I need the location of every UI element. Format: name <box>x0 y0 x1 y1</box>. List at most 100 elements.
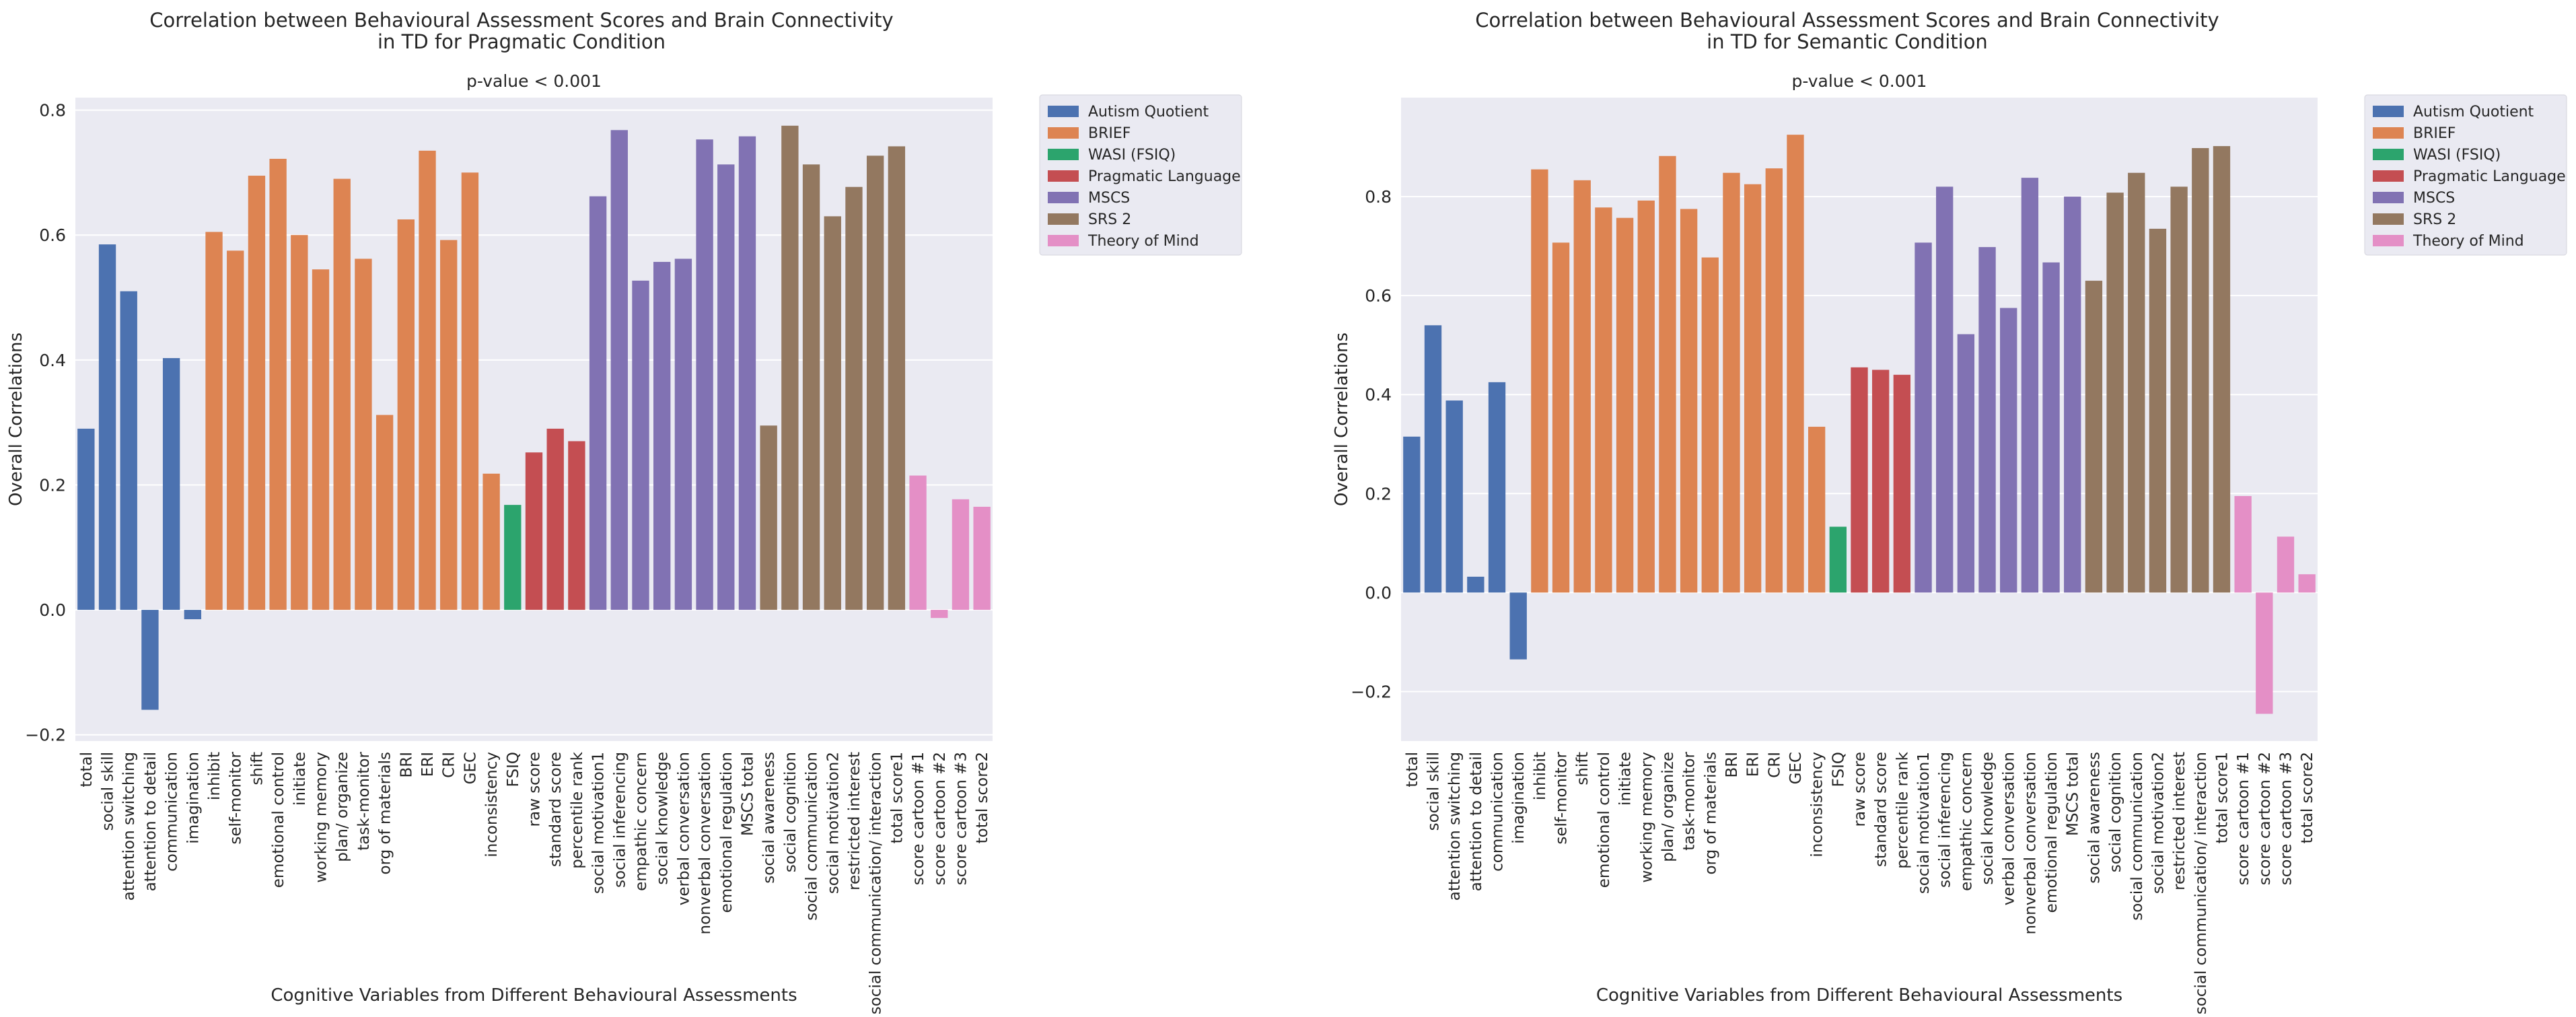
bar-1-22 <box>525 452 543 610</box>
y-tick-label: 0.4 <box>1365 385 1392 405</box>
x-tick-label: score cartoon #2 <box>931 752 949 885</box>
bar-2-38 <box>2192 148 2209 593</box>
bar-1-37 <box>845 186 863 610</box>
x-tick-label: org of materials <box>1702 752 1719 875</box>
x-tick-label: nonverbal conversation <box>696 752 714 935</box>
bar-1-38 <box>866 155 884 610</box>
x-tick-label: emotional regulation <box>2043 752 2061 913</box>
legend-swatch <box>2373 192 2404 203</box>
x-tick-label: social awareness <box>2085 752 2103 884</box>
x-tick-label: social communication <box>2128 752 2146 921</box>
bar-1-6 <box>184 610 202 620</box>
x-tick-label: working memory <box>313 752 330 883</box>
legend-swatch <box>1048 106 1079 117</box>
bar-2-27 <box>1957 334 1975 593</box>
bar-1-5 <box>162 358 180 610</box>
legend-swatch <box>2373 149 2404 160</box>
bar-1-28 <box>653 262 671 610</box>
bar-2-21 <box>1829 526 1847 593</box>
legend-label: MSCS <box>2413 190 2455 207</box>
bar-2-30 <box>2021 178 2039 593</box>
y-tick-label: −0.2 <box>25 726 66 745</box>
bar-2-26 <box>1936 186 1954 593</box>
x-tick-label: attention switching <box>120 752 138 901</box>
legend-label: BRIEF <box>1088 125 1131 142</box>
x-tick-label: social skill <box>1425 752 1443 831</box>
bar-1-18 <box>440 240 458 610</box>
x-tick-label: BRI <box>398 752 415 778</box>
bar-1-10 <box>269 158 287 610</box>
bar-1-32 <box>738 136 756 610</box>
y-axis-label: Overall Correlations <box>6 332 26 506</box>
legend-label: Theory of Mind <box>2412 233 2524 250</box>
bar-1-11 <box>291 235 308 610</box>
x-tick-label: social cognition <box>782 752 799 872</box>
x-tick-label: nonverbal conversation <box>2022 752 2039 935</box>
legend-swatch <box>2373 213 2404 225</box>
bar-2-41 <box>2256 592 2273 714</box>
bar-1-34 <box>781 125 799 610</box>
bar-2-33 <box>2085 281 2103 593</box>
bar-1-33 <box>760 425 777 610</box>
x-tick-label: social knowledge <box>1979 752 1997 885</box>
bar-1-40 <box>909 475 927 610</box>
x-tick-label: BRI <box>1723 752 1741 778</box>
x-tick-label: MSCS total <box>2065 752 2082 836</box>
bar-2-17 <box>1744 184 1762 593</box>
y-tick-label: 0.8 <box>1365 187 1392 207</box>
x-tick-label: score cartoon #2 <box>2256 752 2274 885</box>
bar-2-42 <box>2277 536 2295 593</box>
x-tick-label: empathic concern <box>633 752 650 891</box>
x-tick-label: raw score <box>1851 752 1869 827</box>
bar-2-20 <box>1808 427 1826 593</box>
bar-2-9 <box>1573 180 1591 593</box>
x-tick-label: emotional control <box>270 752 287 888</box>
bar-2-5 <box>1488 382 1506 593</box>
y-tick-label: 0.2 <box>39 475 66 495</box>
bar-2-25 <box>1915 242 1932 593</box>
legend-swatch <box>1048 235 1079 246</box>
legend-label: Autism Quotient <box>2413 104 2534 120</box>
x-tick-label: CRI <box>441 752 458 778</box>
x-tick-label: social communication/ interaction <box>867 752 885 1014</box>
bar-2-3 <box>1445 400 1463 593</box>
x-tick-label: initiate <box>1617 752 1635 806</box>
x-tick-label: org of materials <box>377 752 394 875</box>
bar-2-39 <box>2213 146 2231 593</box>
legend-swatch <box>1048 127 1079 139</box>
x-tick-label: inconsistency <box>483 752 501 857</box>
legend-label: Pragmatic Language <box>2413 168 2566 185</box>
bar-1-35 <box>802 164 820 610</box>
x-tick-label: verbal conversation <box>2001 752 2018 905</box>
bar-1-20 <box>482 473 500 610</box>
bar-2-8 <box>1552 242 1570 593</box>
bar-2-24 <box>1893 374 1911 593</box>
bar-1-31 <box>717 164 735 610</box>
x-tick-label: shift <box>248 752 266 785</box>
bar-1-43 <box>973 506 991 610</box>
legend-label: Autism Quotient <box>1088 104 1209 120</box>
x-tick-label: ERI <box>419 752 437 777</box>
x-tick-label: GEC <box>1787 752 1805 784</box>
x-tick-label: social communication/ interaction <box>2192 752 2210 1014</box>
bar-1-30 <box>696 139 713 610</box>
bar-1-4 <box>141 610 159 710</box>
x-tick-label: total <box>78 752 96 787</box>
bar-2-36 <box>2149 228 2167 593</box>
bar-1-23 <box>546 428 564 610</box>
bar-2-23 <box>1872 370 1890 593</box>
legend-label: SRS 2 <box>1088 211 1131 228</box>
bar-1-21 <box>504 505 522 610</box>
x-tick-label: total score1 <box>2213 752 2231 843</box>
legend-label: Pragmatic Language <box>1088 168 1241 185</box>
x-tick-label: communication <box>1489 752 1507 872</box>
legend-swatch <box>2373 106 2404 117</box>
bar-1-7 <box>205 232 223 610</box>
x-tick-label: shift <box>1574 752 1591 785</box>
legend-swatch <box>1048 149 1079 160</box>
x-tick-label: inhibit <box>206 752 223 800</box>
bar-1-19 <box>461 172 479 610</box>
